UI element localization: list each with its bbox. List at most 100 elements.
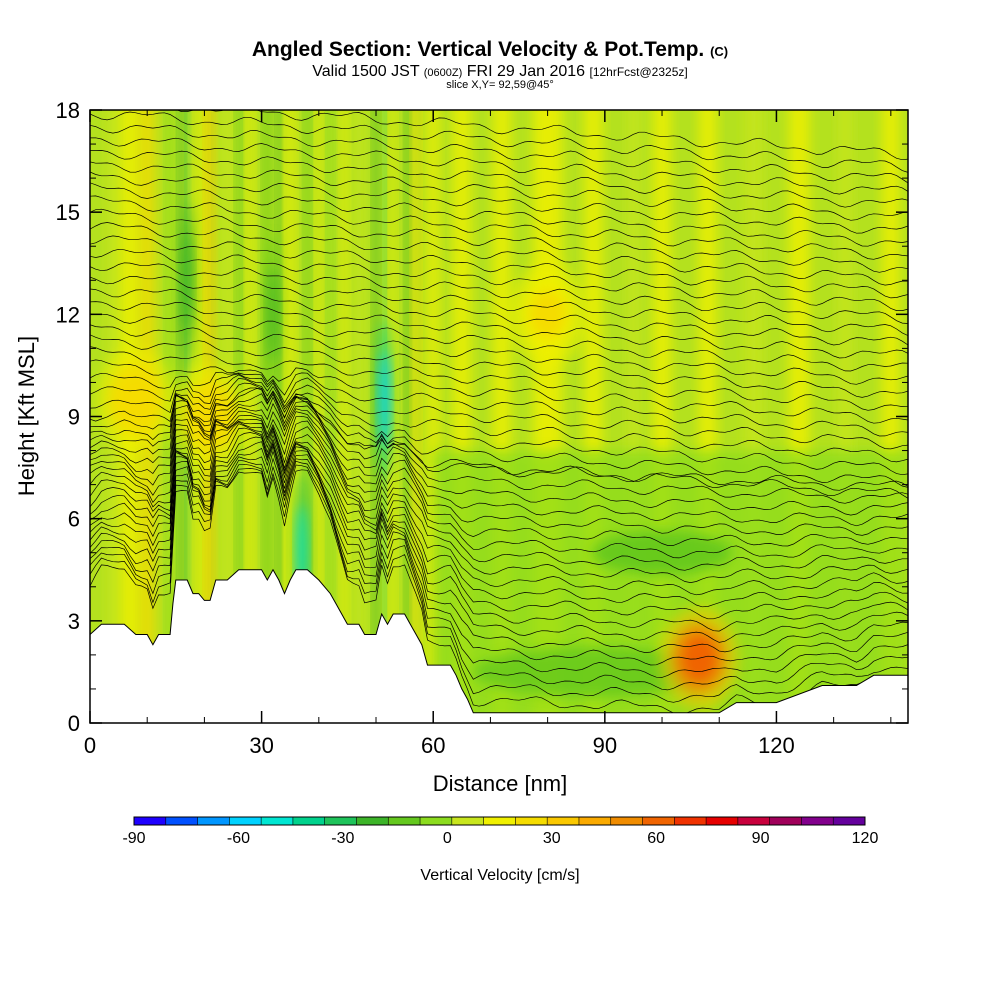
colorbar-swatch — [737, 817, 771, 825]
terrain — [90, 568, 908, 723]
downdraft-level — [268, 266, 278, 363]
theta-contour — [90, 436, 908, 632]
theta-contour — [90, 171, 908, 234]
theta-contour — [90, 262, 908, 324]
theta-contour — [90, 393, 908, 504]
theta-contour — [90, 427, 908, 608]
theta-contour — [90, 208, 908, 273]
x-tick-label: 120 — [758, 733, 795, 758]
downdraft-level — [182, 232, 193, 329]
plot-area — [90, 110, 908, 723]
theta-contour — [90, 396, 908, 516]
y-tick-label: 18 — [56, 98, 80, 123]
colorbar: -90 -60 -30 0 30 60 90 120 — [122, 816, 878, 847]
velocity-streak — [354, 110, 364, 723]
colorbar-swatch — [515, 817, 548, 825]
theta-contour — [90, 137, 908, 195]
colorbar-swatch — [769, 817, 802, 825]
colorbar-tick-label: -60 — [227, 830, 250, 847]
y-axis-label: Height [Kft MSL] — [14, 336, 39, 496]
velocity-streak — [412, 110, 420, 723]
theta-contour — [90, 432, 908, 620]
colorbar-frame — [133, 816, 866, 826]
colorbar-tick-label: 30 — [543, 830, 561, 847]
y-tick-label: 6 — [68, 507, 80, 532]
theta-contour — [90, 124, 908, 184]
theta-contour — [90, 313, 908, 372]
downdraft-level — [379, 351, 390, 448]
colorbar-swatch — [165, 817, 199, 825]
theta-contour — [90, 150, 908, 208]
x-axis-label: Distance [nm] — [433, 771, 568, 796]
theta-contour — [90, 387, 908, 499]
colorbar-swatch — [833, 817, 866, 825]
velocity-streak — [263, 110, 271, 723]
updraft-level — [529, 290, 566, 338]
theta-contour — [90, 411, 908, 547]
colorbar-swatch — [674, 817, 707, 825]
colorbar-swatch — [356, 817, 389, 825]
theta-contour — [90, 460, 908, 691]
velocity-streak — [390, 110, 397, 723]
theta-contour — [90, 359, 908, 424]
colorbar-swatch — [229, 817, 262, 825]
velocity-streak — [627, 110, 640, 723]
theta-contour — [90, 288, 908, 346]
y-tick-label: 0 — [68, 711, 80, 736]
theta-contour — [90, 373, 908, 450]
theta-contour — [90, 423, 908, 596]
colorbar-tick-label: 90 — [752, 830, 770, 847]
velocity-streak — [276, 110, 282, 723]
updraft-feature — [95, 347, 176, 452]
x-tick-label: 0 — [84, 733, 96, 758]
colorbar-label: Vertical Velocity [cm/s] — [420, 867, 579, 884]
colorbar-swatch — [197, 817, 230, 825]
colorbar-swatch — [134, 817, 167, 825]
velocity-streak — [373, 110, 379, 723]
theta-contour — [90, 402, 908, 527]
y-tick-label: 3 — [68, 609, 80, 634]
theta-contour — [90, 421, 908, 583]
theta-contour — [90, 248, 908, 311]
theta-contour — [90, 324, 908, 385]
theta-contour — [90, 415, 908, 559]
velocity-streak — [427, 110, 439, 723]
theta-contour — [90, 408, 908, 536]
y-tick-label: 12 — [56, 302, 80, 327]
theta-contour — [90, 276, 908, 336]
colorbar-tick-label: -30 — [331, 830, 354, 847]
x-tick-label: 30 — [249, 733, 273, 758]
downdraft-feature — [179, 200, 196, 361]
theta-contour — [90, 371, 908, 437]
chart-subtitle: Valid 1500 JST (0600Z) FRI 29 Jan 2016 [… — [312, 63, 687, 80]
colorbar-tick-label: 0 — [443, 830, 452, 847]
velocity-streak — [246, 110, 254, 723]
theta-contour — [90, 235, 908, 299]
theta-contour — [90, 450, 908, 666]
chart-title: Angled Section: Vertical Velocity & Pot.… — [252, 38, 728, 61]
colorbar-swatch — [292, 817, 326, 825]
theta-contour — [90, 464, 908, 703]
potential-temperature-contours — [90, 110, 908, 715]
y-tick-label: 15 — [56, 200, 80, 225]
updraft-level — [117, 376, 154, 423]
theta-contour — [90, 195, 908, 260]
colorbar-swatch — [642, 817, 675, 825]
theta-contour — [90, 387, 908, 491]
velocity-streak — [341, 110, 348, 723]
colorbar-swatch — [706, 817, 739, 825]
theta-contour — [90, 222, 908, 286]
theta-contour — [90, 334, 908, 398]
theta-contour — [90, 182, 908, 247]
theta-contour — [90, 378, 908, 476]
updraft-feature — [170, 364, 251, 469]
colorbar-swatch — [547, 817, 580, 825]
velocity-streak — [405, 110, 410, 723]
colorbar-swatch — [578, 817, 612, 825]
x-tick-label: 60 — [421, 733, 445, 758]
updraft-feature — [507, 262, 588, 367]
downdraft-feature — [265, 234, 282, 395]
x-tick-label: 90 — [593, 733, 617, 758]
slice-label: slice X,Y= 92,59@45° — [446, 79, 554, 91]
